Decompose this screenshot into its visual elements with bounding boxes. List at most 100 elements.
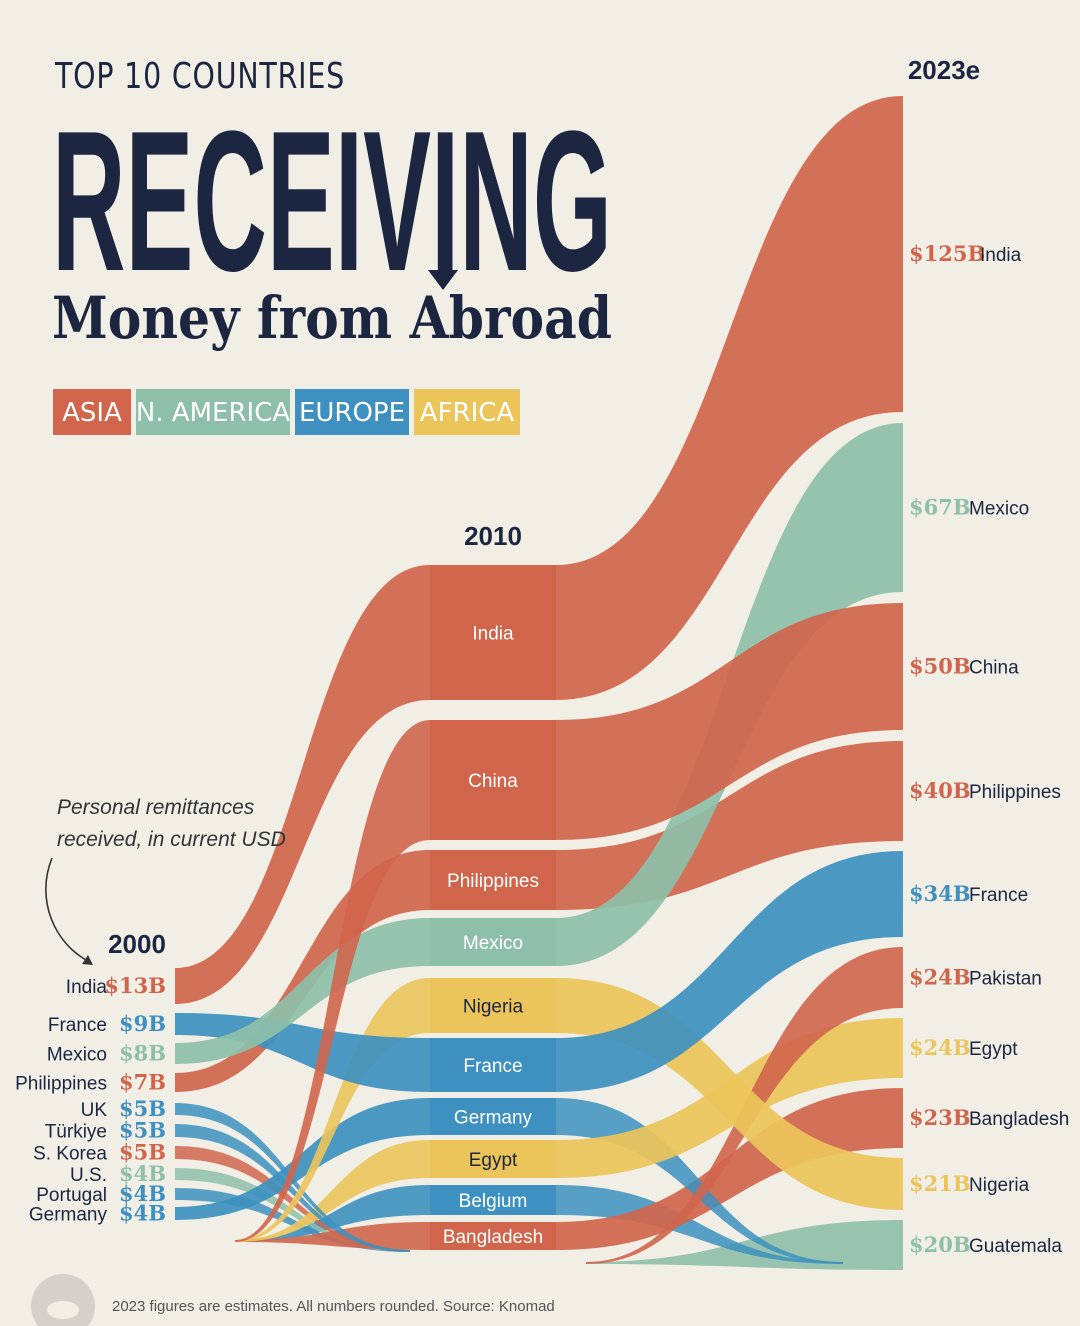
band-france-2010 [430,1038,556,1092]
legend-swatch [295,389,409,435]
year-2000-label: 2000 [108,929,166,959]
band-belgium-2010 [430,1185,556,1215]
country-name: India [66,977,108,998]
year-2010-label: 2010 [464,521,522,551]
country-name: Türkiye [45,1122,107,1143]
band-china-2010-2023 [556,603,903,840]
band-germany-2000-2010 [175,1098,430,1220]
country-name: S. Korea [33,1144,107,1165]
value-label: $67B [909,495,971,520]
value-label: $8B [119,1041,166,1066]
annotation: Personal remittances received, in curren… [45,796,286,965]
band-egypt-2010 [430,1140,556,1178]
value-label: $24B [909,1035,971,1060]
band-bangladesh-2010-2023 [556,1088,903,1250]
country-name: Mexico [969,499,1029,520]
band-s-korea-2000-exit [175,1146,410,1252]
country-name: Guatemala [969,1236,1062,1257]
label-2010-belgium: Belgium [459,1191,528,1212]
band-france-2010-2023 [556,851,903,1092]
value-label: $13B [104,973,166,998]
flow-s-korea [175,1146,410,1252]
value-label: $125B [909,241,985,266]
value-label: $4B [119,1201,166,1226]
band-germany-2010 [430,1098,556,1135]
value-label: $7B [119,1070,166,1095]
legend-item-n-america: N. AMERICA [136,389,290,435]
band-mexico-2010 [430,918,556,966]
band-china-enter-2010 [235,720,430,1242]
legend-swatch [136,389,290,435]
value-label: $40B [909,778,971,803]
logo-icon [31,1274,95,1326]
value-label: $9B [119,1011,166,1036]
labels-2000: India$13B France $9B Mexico $8B Philippines $7… [15,973,166,1226]
value-label: $5B [119,1140,166,1165]
chart-subtitle: Money from Abroad [52,284,612,352]
flow-china [235,603,903,1242]
value-label: $5B [119,1096,166,1121]
label-2010-egypt: Egypt [469,1150,518,1171]
label-2000-uk: UK $5B [81,1096,166,1121]
country-name: India [980,245,1022,266]
country-name: Philippines [969,782,1061,803]
country-name: Pakistan [969,969,1042,990]
chart-pretitle: TOP 10 COUNTRIES [54,56,345,97]
year-2023-label: 2023e [908,55,980,85]
value-label: $4B [119,1181,166,1206]
label-2000-germany: Germany $4B [29,1201,166,1226]
value-label: $23B [909,1105,971,1130]
legend-label: ASIA [62,398,122,428]
country-name: Philippines [15,1074,107,1095]
labels-2010: India China Philippines Mexico Nigeria France… [443,624,543,1249]
legend-item-africa: AFRICA [414,389,520,435]
legend-item-europe: EUROPE [295,389,409,435]
band-guatemala-enter-2023 [586,1220,903,1270]
footer-source: 2023 figures are estimates. All numbers … [112,1298,555,1315]
label-2010-india: India [472,624,514,645]
label-2010-france: France [463,1056,522,1077]
value-label: $50B [909,654,971,679]
country-name: Portugal [36,1185,107,1206]
label-2000-u-s: U.S. $4B [70,1161,166,1186]
band-china-2010 [430,720,556,840]
country-name: Egypt [969,1039,1018,1060]
label-2010-germany: Germany [454,1108,533,1129]
label-2000-france: France $9B [48,1011,166,1036]
label-2010-bangladesh: Bangladesh [443,1227,543,1248]
annotation-arrow-icon [45,857,91,963]
country-name: UK [81,1100,108,1121]
value-label: $24B [909,965,971,990]
legend-item-asia: ASIA [53,389,131,435]
band-philippines-2010 [430,850,556,910]
country-name: France [969,885,1028,906]
label-2010-philippines: Philippines [447,871,539,892]
label-2000-portugal: Portugal $4B [36,1181,166,1206]
band-t-rkiye-2000-exit [175,1124,410,1252]
country-name: Mexico [47,1045,107,1066]
band-belgium-2010-exit [556,1185,843,1264]
band-nigeria-2010 [430,978,556,1033]
flow-t-rkiye [175,1124,410,1252]
band-mexico-2000-2010 [175,918,430,1064]
flow-belgium [235,1185,843,1264]
annotation-arrowhead-icon [82,955,93,965]
country-name: China [969,658,1019,679]
title-arrow-icon [428,270,458,290]
country-name: Germany [29,1205,108,1226]
label-2000-india: India$13B [66,973,166,998]
legend-swatch [53,389,131,435]
legend-swatch [414,389,520,435]
label-2000-philippines: Philippines $7B [15,1070,166,1095]
value-label: $21B [909,1171,971,1196]
